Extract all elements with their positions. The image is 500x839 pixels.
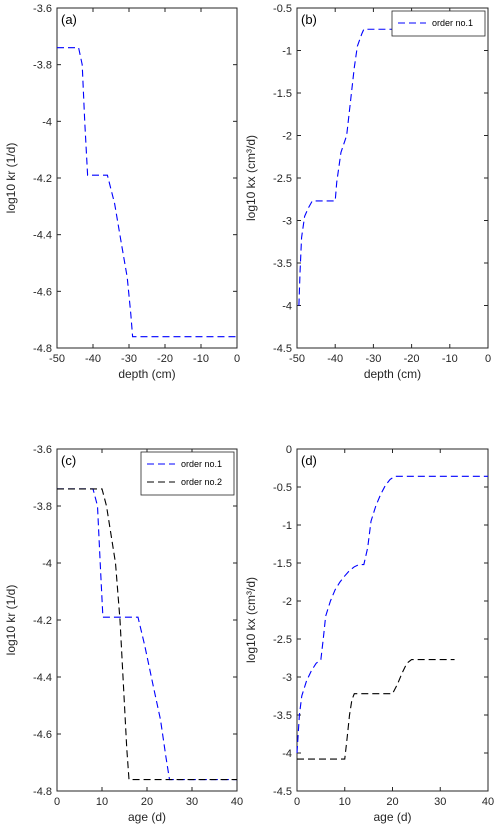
y-tick-label: -4.4: [33, 672, 52, 684]
x-tick-label: 20: [141, 796, 153, 808]
y-tick-label: -4.8: [33, 786, 52, 798]
y-tick-label: -1: [282, 520, 292, 532]
x-tick-label: 10: [96, 796, 108, 808]
x-tick-label: -10: [193, 353, 209, 365]
y-tick-label: -2: [282, 131, 292, 143]
x-tick-label: 40: [482, 796, 494, 808]
plot-frame: [296, 7, 489, 349]
x-tick-label: -40: [327, 353, 343, 365]
y-axis-label: log10 kx (cm³/d): [244, 135, 258, 221]
x-tick-label: -20: [404, 353, 420, 365]
y-tick-label: -4: [282, 748, 292, 760]
y-tick-label: -4: [282, 301, 292, 313]
y-tick-label: -4.6: [33, 286, 52, 298]
y-tick-label: -3.6: [33, 3, 52, 15]
series-line-line-1: [57, 47, 237, 338]
series-line-order-no-1: [57, 488, 237, 781]
x-tick-label: 30: [434, 796, 446, 808]
chart-panel-4: 0 10 20 30 40 -4.5 -4 -3.5 -3 -2.5 -2 -1.5 -1 -0.5 0 ag…: [244, 444, 494, 824]
y-tick-label: -3.8: [33, 501, 52, 513]
plot-frame: [56, 7, 238, 349]
x-tick-label: 0: [54, 796, 60, 808]
y-tick-label: -4.8: [33, 343, 52, 355]
legend-box: [140, 451, 235, 496]
x-tick-label: -30: [365, 353, 381, 365]
y-tick-label: -2.5: [273, 173, 292, 185]
y-tick-label: -2: [282, 596, 292, 608]
legend-entry-label: order no.2: [181, 477, 222, 487]
x-tick-label: -10: [442, 353, 458, 365]
y-tick-label: -4.5: [273, 786, 292, 798]
series-line-order-no-1: [296, 475, 488, 754]
chart-panel-1: -50 -40 -30 -20 -10 0 -4.8 -4.6 -4.4 -4.2 -4 -3.8 -3…: [4, 3, 240, 381]
y-tick-label: 0: [286, 444, 292, 456]
x-axis-label: age (d): [373, 810, 411, 824]
plot-frame: [56, 448, 238, 792]
y-tick-label: -2.5: [273, 634, 292, 646]
y-tick-label: -1.5: [273, 558, 292, 570]
y-tick-label: -4.5: [273, 343, 292, 355]
y-tick-label: -4.2: [33, 615, 52, 627]
y-tick-label: -3: [282, 672, 292, 684]
x-axis-label: depth (cm): [364, 367, 421, 381]
y-axis-label: log10 kr (1/d): [4, 143, 18, 214]
y-tick-label: -4.4: [33, 230, 52, 242]
legend-box: [391, 10, 486, 37]
y-tick-label: -3.5: [273, 710, 292, 722]
chart-panel-3: 0 10 20 30 40 -4.8 -4.6 -4.4 -4.2 -4 -3.8 -3.6 age (…: [4, 444, 243, 824]
chart-panel-2: -50 -40 -30 -20 -10 0 -4.5 -4 -3.5 -3 -2.5 -2 -1.5 -1…: [244, 3, 491, 381]
x-tick-label: 0: [294, 796, 300, 808]
legend: order no.1: [391, 10, 486, 37]
series-line-order-no-1: [298, 28, 488, 306]
x-tick-label: 30: [186, 796, 198, 808]
panel-label: (c): [61, 453, 76, 468]
x-tick-label: -30: [121, 353, 137, 365]
y-axis-label: log10 kr (1/d): [4, 585, 18, 656]
y-tick-label: -3.6: [33, 444, 52, 456]
x-tick-label: 0: [485, 353, 491, 365]
y-tick-label: -3: [282, 216, 292, 228]
y-tick-label: -1.5: [273, 88, 292, 100]
x-axis-label: age (d): [128, 810, 166, 824]
y-tick-label: -1: [282, 46, 292, 58]
x-axis-label: depth (cm): [118, 367, 175, 381]
y-tick-label: -4: [42, 558, 52, 570]
x-tick-label: 10: [339, 796, 351, 808]
legend-entry-label: order no.1: [432, 18, 473, 28]
y-tick-label: -4: [42, 116, 52, 128]
series-line-order-no-2: [57, 488, 237, 781]
y-tick-label: -3.8: [33, 60, 52, 72]
y-tick-label: -4.2: [33, 173, 52, 185]
x-tick-label: -50: [289, 353, 305, 365]
plot-frame: [296, 448, 489, 792]
series-line-order-no-2: [297, 658, 455, 760]
panel-label: (d): [301, 453, 317, 468]
y-tick-label: -0.5: [273, 482, 292, 494]
panel-label: (a): [61, 12, 77, 27]
y-tick-label: -4.6: [33, 729, 52, 741]
panel-label: (b): [301, 12, 317, 27]
x-tick-label: -40: [85, 353, 101, 365]
y-tick-label: -0.5: [273, 3, 292, 15]
y-tick-label: -3.5: [273, 258, 292, 270]
x-tick-label: -20: [157, 353, 173, 365]
x-tick-label: 40: [231, 796, 243, 808]
y-axis-label: log10 kx (cm³/d): [244, 577, 258, 663]
x-tick-label: 0: [234, 353, 240, 365]
x-tick-label: -50: [49, 353, 65, 365]
legend: order no.1 order no.2: [140, 451, 235, 496]
legend-entry-label: order no.1: [181, 459, 222, 469]
x-tick-label: 20: [386, 796, 398, 808]
